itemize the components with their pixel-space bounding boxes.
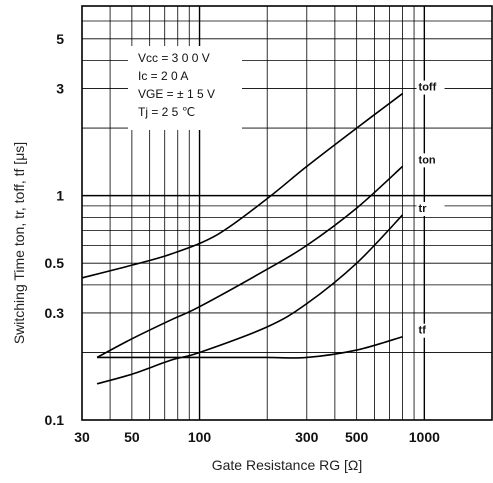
series-line-ton bbox=[96, 165, 404, 359]
series-label-bg bbox=[416, 80, 445, 95]
series-labels: toff ton tr tf bbox=[416, 80, 445, 338]
series-label-bg bbox=[416, 201, 445, 216]
y-tick-label: 3 bbox=[56, 81, 64, 97]
y-tick-label: 1 bbox=[56, 188, 64, 204]
series-label-tr: tr bbox=[419, 203, 428, 215]
plot-frame bbox=[81, 5, 493, 421]
x-tick-label: 500 bbox=[345, 429, 369, 445]
series-line-toff bbox=[81, 92, 404, 279]
curves bbox=[81, 92, 404, 385]
y-tick-label: 0.3 bbox=[45, 305, 65, 321]
y-axis-title: Switching Time ton, tr, toff, tf [μs] bbox=[11, 142, 27, 344]
condition-tj: Tj = 2 5 ℃ bbox=[138, 105, 195, 119]
series-line-tf bbox=[97, 335, 403, 359]
series-label-bg bbox=[416, 323, 445, 338]
tick-labels: 30 50 100 300 500 1000 0.1 0.3 0.5 1 3 5 bbox=[45, 31, 441, 445]
condition-vge: VGE = ± 1 5 V bbox=[138, 87, 215, 101]
x-tick-label: 1000 bbox=[409, 429, 440, 445]
conditions-box bbox=[128, 46, 242, 130]
series-label-toff: toff bbox=[419, 82, 437, 94]
x-tick-label: 300 bbox=[295, 429, 319, 445]
x-axis-title: Gate Resistance RG [Ω] bbox=[212, 457, 363, 473]
x-tick-label: 100 bbox=[188, 429, 212, 445]
series-label-bg bbox=[416, 153, 445, 168]
series-label-tf: tf bbox=[419, 325, 427, 337]
condition-vcc: Vcc = 3 0 0 V bbox=[138, 51, 210, 65]
condition-ic: Ic = 2 0 A bbox=[138, 69, 188, 83]
x-tick-label: 50 bbox=[124, 429, 140, 445]
y-tick-label: 5 bbox=[56, 31, 64, 47]
y-tick-label: 0.1 bbox=[45, 412, 65, 428]
x-tick-label: 30 bbox=[74, 429, 90, 445]
y-tick-label: 0.5 bbox=[45, 255, 65, 271]
series-label-ton: ton bbox=[419, 154, 436, 166]
series-line-tr bbox=[96, 214, 404, 385]
